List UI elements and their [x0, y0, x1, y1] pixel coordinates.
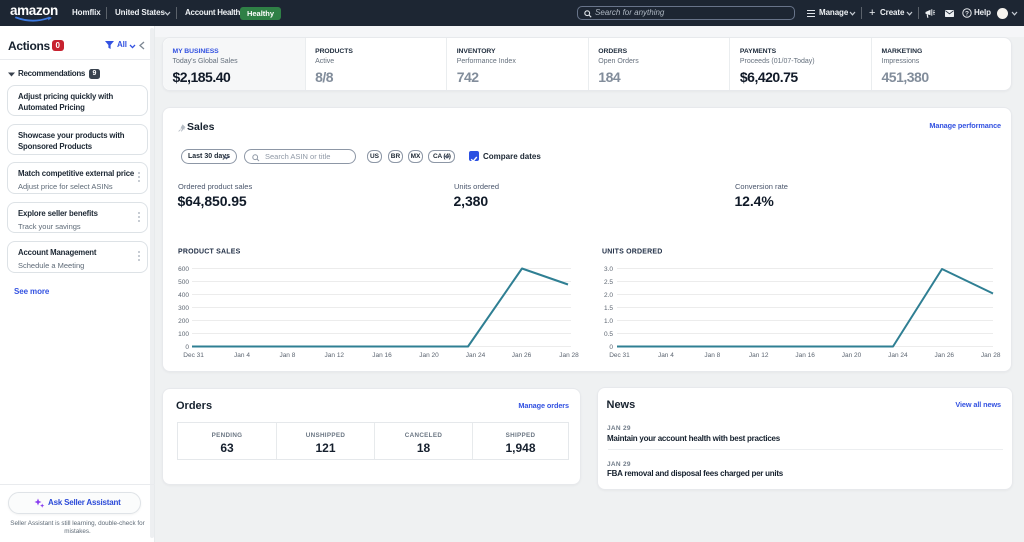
svg-text:200: 200	[178, 318, 189, 325]
svg-text:Jan 16: Jan 16	[372, 352, 392, 359]
svg-text:UNITS ORDERED: UNITS ORDERED	[602, 249, 663, 256]
svg-text:1.0: 1.0	[604, 318, 613, 325]
svg-text:2.5: 2.5	[604, 279, 613, 286]
svg-text:500: 500	[178, 279, 189, 286]
svg-text:400: 400	[178, 292, 189, 299]
svg-text:2.0: 2.0	[604, 292, 613, 299]
svg-text:100: 100	[178, 331, 189, 338]
svg-text:Dec 31: Dec 31	[183, 352, 204, 359]
svg-text:3.0: 3.0	[604, 266, 613, 273]
svg-text:?: ?	[965, 10, 969, 17]
svg-text:Dec 31: Dec 31	[609, 352, 630, 359]
svg-text:Jan 8: Jan 8	[279, 352, 295, 359]
svg-text:Jan 28: Jan 28	[981, 352, 1001, 359]
svg-text:Jan 20: Jan 20	[419, 352, 439, 359]
svg-text:Jan 4: Jan 4	[658, 352, 674, 359]
svg-text:0.5: 0.5	[604, 331, 613, 338]
svg-text:Jan 12: Jan 12	[749, 352, 769, 359]
svg-text:600: 600	[178, 266, 189, 273]
svg-text:Jan 16: Jan 16	[795, 352, 815, 359]
svg-text:Jan 8: Jan 8	[704, 352, 720, 359]
svg-text:1.5: 1.5	[604, 305, 613, 312]
svg-text:Jan 24: Jan 24	[888, 352, 908, 359]
svg-text:Jan 28: Jan 28	[559, 352, 579, 359]
svg-text:Jan 26: Jan 26	[935, 352, 955, 359]
svg-text:300: 300	[178, 305, 189, 312]
svg-text:Jan 20: Jan 20	[842, 352, 862, 359]
svg-text:0: 0	[609, 344, 613, 351]
svg-text:Jan 26: Jan 26	[512, 352, 532, 359]
svg-text:Jan 12: Jan 12	[325, 352, 345, 359]
svg-text:Jan 24: Jan 24	[466, 352, 486, 359]
svg-text:0: 0	[185, 344, 189, 351]
svg-text:Jan 4: Jan 4	[234, 352, 250, 359]
svg-text:PRODUCT SALES: PRODUCT SALES	[178, 249, 241, 256]
